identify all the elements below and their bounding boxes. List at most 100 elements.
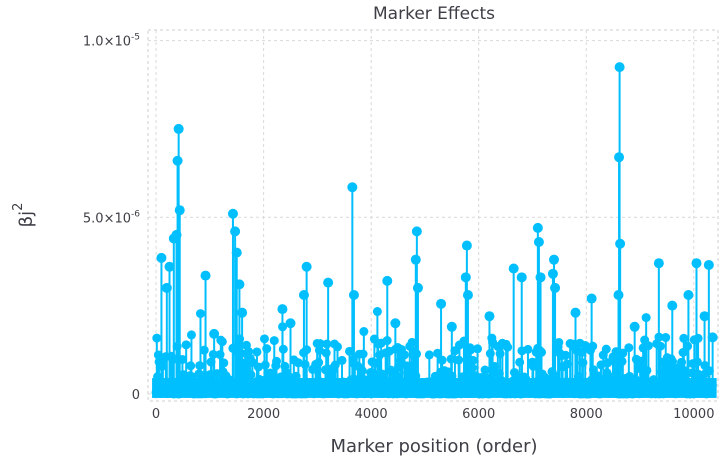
effect-point <box>177 354 187 364</box>
effect-point <box>205 369 215 379</box>
effect-point <box>655 341 665 351</box>
peak-point <box>237 307 248 318</box>
peak-point <box>156 252 167 263</box>
peak-point <box>461 240 472 251</box>
peak-point <box>691 258 702 269</box>
effect-point <box>265 368 275 378</box>
peak-point <box>446 321 457 332</box>
effect-point <box>195 309 205 319</box>
effect-point <box>314 345 324 355</box>
x-axis-label: Marker position (order) <box>331 436 538 457</box>
peak-point <box>168 233 179 244</box>
x-tick-label: 10000 <box>673 407 714 422</box>
peak-point <box>535 272 546 283</box>
peak-point <box>227 208 238 219</box>
peak-point <box>707 332 718 343</box>
effect-point <box>693 333 703 343</box>
y-tick-exponent: -5 <box>131 33 140 43</box>
effect-point <box>467 363 477 373</box>
effect-point <box>293 358 303 368</box>
effect-point <box>494 369 504 379</box>
effect-point <box>359 327 369 337</box>
peak-point <box>615 238 626 249</box>
effect-point <box>408 360 418 370</box>
plot-frame <box>147 29 719 402</box>
peak-point <box>174 205 185 216</box>
effect-point <box>219 358 229 368</box>
effect-point <box>654 332 664 342</box>
peak-point <box>667 300 678 311</box>
effect-point <box>446 354 456 364</box>
points-layer <box>151 62 718 399</box>
effect-point <box>239 366 249 376</box>
effect-point <box>433 348 443 358</box>
y-tick-label: 5.0×10-6 <box>83 209 140 226</box>
effect-point <box>278 322 288 332</box>
effect-point <box>459 336 469 346</box>
x-tick-label: 6000 <box>462 407 495 422</box>
effect-point <box>300 359 310 369</box>
effect-point <box>358 349 368 359</box>
effect-point <box>217 337 227 347</box>
effect-point <box>315 339 325 349</box>
peak-point <box>462 290 473 300</box>
effect-point <box>637 356 647 366</box>
peak-point <box>277 304 288 315</box>
effect-point <box>278 344 288 354</box>
effect-point <box>677 357 687 367</box>
peak-point <box>547 268 558 279</box>
peak-point <box>460 272 471 283</box>
y-tick-base: 5.0×10 <box>83 211 131 226</box>
effect-point <box>337 355 347 365</box>
effect-point <box>596 360 606 370</box>
effect-point <box>152 333 162 343</box>
peak-point <box>683 290 694 300</box>
effect-point <box>302 345 312 355</box>
effect-point <box>601 344 611 354</box>
effect-point <box>437 355 447 365</box>
effect-point <box>480 365 490 375</box>
effect-point <box>503 342 513 352</box>
peak-point <box>410 254 421 265</box>
peak-point <box>614 62 625 73</box>
effect-point <box>199 345 209 355</box>
effect-point <box>643 341 653 351</box>
effect-point <box>252 347 262 357</box>
peak-point <box>411 226 422 237</box>
effect-point <box>678 348 688 358</box>
y-tick-exponent: -6 <box>131 209 140 219</box>
effect-point <box>235 334 245 344</box>
effect-point <box>260 360 270 370</box>
effect-point <box>206 357 216 367</box>
y-tick-label: 1.0×10-5 <box>83 33 140 50</box>
y-axis-label-sup: 2 <box>11 203 26 211</box>
effect-point <box>272 356 282 366</box>
effect-point <box>473 344 483 354</box>
effect-point <box>611 347 621 357</box>
peak-point <box>653 258 664 269</box>
effect-point <box>668 357 678 367</box>
effect-point <box>692 357 702 367</box>
peak-point <box>550 282 561 293</box>
y-tick-label: 0 <box>132 388 140 403</box>
effect-point <box>683 341 693 351</box>
peak-point <box>508 263 519 274</box>
effect-point <box>466 345 476 355</box>
effect-point <box>357 366 367 376</box>
effect-point <box>490 361 500 371</box>
effect-point <box>407 337 417 347</box>
peak-point <box>209 328 220 339</box>
effect-point <box>314 358 324 368</box>
y-tick-base: 0 <box>132 388 140 403</box>
y-axis-label: βj2 <box>11 203 37 228</box>
effect-point <box>412 349 422 359</box>
effect-point <box>186 361 196 371</box>
peak-point <box>548 254 559 265</box>
effect-point <box>618 348 628 358</box>
peak-point <box>390 318 401 329</box>
peak-point <box>629 321 640 332</box>
peak-point <box>234 279 245 290</box>
effect-point <box>181 340 191 350</box>
effect-point <box>382 336 392 346</box>
